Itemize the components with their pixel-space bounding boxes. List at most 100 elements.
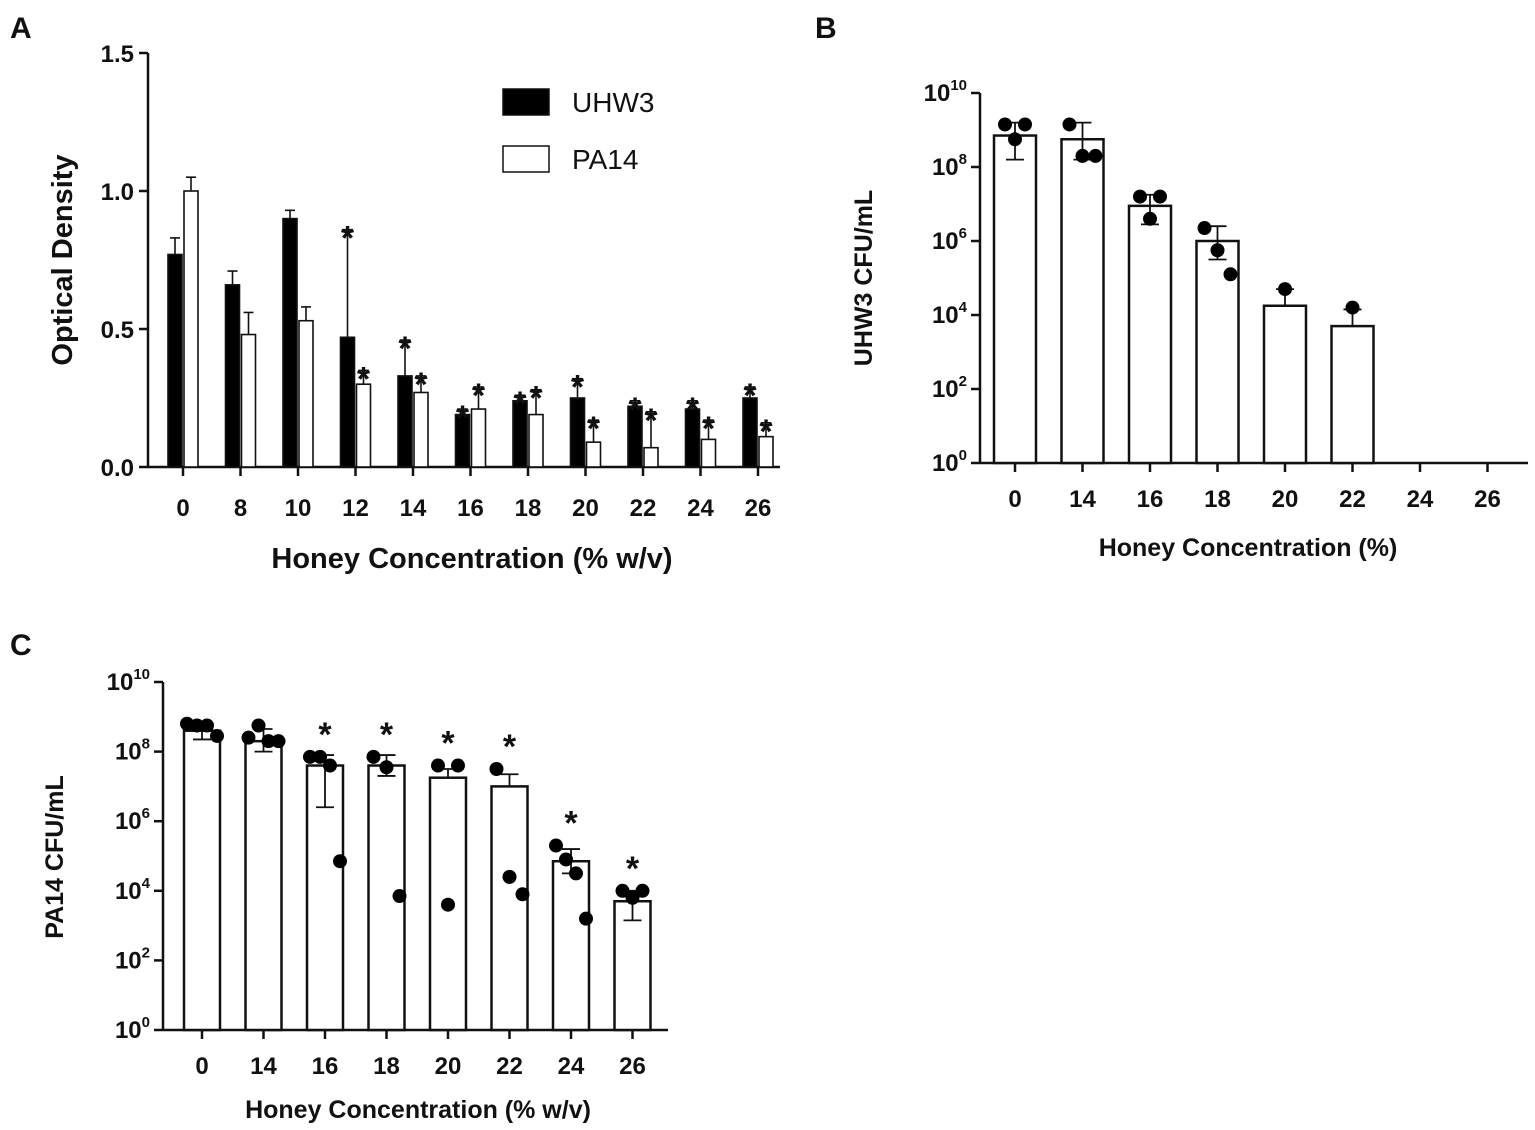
significance-star: * [341, 220, 355, 258]
bar [1330, 324, 1375, 465]
data-point [615, 883, 630, 898]
significance-star: * [318, 716, 332, 754]
panel-a: A 0.00.51.01.50 8 10 12**14**16**18* *20**22… [10, 12, 780, 575]
data-point [569, 866, 583, 881]
data-point [366, 749, 381, 764]
bar-pa14 [183, 190, 199, 468]
significance-star: * [686, 391, 700, 429]
bar [490, 785, 529, 1032]
significance-star: * [743, 377, 757, 415]
data-point [1210, 243, 1225, 258]
significance-star: * [513, 385, 527, 423]
data-point [515, 887, 530, 902]
panel-c: C 100 102 104 106 108 1010 0 14 16 * 18 * 20 * 22 * 24 * 2… [10, 629, 668, 1124]
significance-star: * [529, 380, 543, 418]
y-axis-title: PA14 CFU/mL [41, 775, 69, 938]
significance-star: * [628, 391, 642, 429]
data-point [303, 749, 317, 764]
significance-star: * [759, 413, 773, 451]
data-point [251, 718, 266, 733]
data-point [200, 718, 214, 733]
data-point [190, 718, 204, 733]
legend: UHW3 PA14 [502, 87, 654, 175]
significance-star: * [644, 402, 658, 440]
y-tick-label: 102 [115, 944, 150, 974]
x-tick-label: 22 [630, 495, 657, 522]
x-axis-title: Honey Concentration (% w/v) [245, 1096, 591, 1124]
bar [992, 134, 1038, 465]
x-tick-label: 18 [515, 495, 542, 522]
x-tick-label: 22 [1339, 486, 1366, 513]
significance-star: * [398, 330, 412, 368]
y-tick-label: 102 [932, 373, 967, 403]
data-point [313, 749, 327, 764]
legend-swatch-uhw3 [502, 88, 550, 116]
y-tick-label: 106 [932, 225, 967, 255]
x-tick-label: 20 [435, 1053, 462, 1080]
x-tick-label: 20 [572, 495, 599, 522]
x-tick-label: 14 [1069, 486, 1096, 513]
significance-star: * [456, 399, 470, 437]
x-tick-label: 16 [457, 495, 484, 522]
x-tick-label: 16 [1137, 486, 1164, 513]
data-point [635, 883, 650, 898]
data-point [210, 728, 224, 743]
x-tick-label: 8 [234, 495, 247, 522]
data-point [549, 838, 563, 853]
y-tick-label: 1010 [924, 77, 967, 107]
data-point [998, 117, 1012, 132]
significance-star: * [441, 725, 455, 763]
data-point [323, 758, 337, 773]
data-point [1018, 117, 1032, 132]
data-point [1278, 282, 1292, 297]
significance-star: * [380, 716, 394, 754]
y-tick-label: 0.0 [101, 455, 134, 482]
bar-uhw3 [339, 336, 356, 468]
y-axis-title: UHW3 CFU/mL [850, 190, 878, 366]
data-point [625, 890, 640, 905]
data-point [1133, 189, 1147, 204]
bar-uhw3 [397, 375, 413, 468]
data-point [333, 854, 347, 869]
y-tick-label: 108 [932, 151, 967, 181]
legend-swatch-pa14 [502, 145, 550, 173]
y-tick-label: 108 [115, 736, 150, 766]
y-tick-label: 0.5 [101, 317, 134, 344]
x-tick-label: 26 [1474, 486, 1501, 513]
data-point [1143, 211, 1157, 226]
x-tick-label: 24 [1407, 486, 1434, 513]
data-point [1223, 267, 1238, 282]
y-tick-label: 104 [115, 875, 151, 905]
x-tick-label: 0 [1008, 486, 1021, 513]
x-tick-label: 0 [195, 1053, 208, 1080]
data-point [392, 889, 407, 904]
data-point [489, 762, 504, 776]
panel-a-letter: A [10, 12, 32, 45]
bar-uhw3 [569, 397, 586, 468]
data-point [431, 758, 445, 773]
y-axis-title: Optical Density [47, 154, 79, 365]
x-tick-label: 26 [745, 495, 772, 522]
significance-star: * [357, 360, 371, 398]
bar [1127, 204, 1173, 465]
bar-pa14 [643, 446, 659, 468]
panel-b: B 100 102 104 106 108 1010 0 14 16 18 20 22 24 26 Hone… [815, 12, 1528, 562]
x-tick-label: 0 [176, 495, 189, 522]
bar [182, 729, 222, 1032]
significance-star: * [472, 377, 486, 415]
x-tick-label: 18 [373, 1053, 400, 1080]
data-point [261, 734, 276, 749]
x-tick-label: 12 [342, 495, 369, 522]
x-tick-label: 16 [312, 1053, 339, 1080]
significance-star: * [414, 366, 428, 404]
legend-label-uhw3: UHW3 [572, 87, 654, 118]
data-point [559, 852, 573, 867]
x-tick-label: 24 [558, 1053, 585, 1080]
bar [244, 739, 283, 1032]
x-tick-label: 26 [619, 1053, 646, 1080]
y-tick-label: 1010 [107, 666, 150, 696]
data-point [1062, 117, 1077, 132]
data-point [441, 897, 455, 912]
x-tick-label: 20 [1272, 486, 1299, 513]
